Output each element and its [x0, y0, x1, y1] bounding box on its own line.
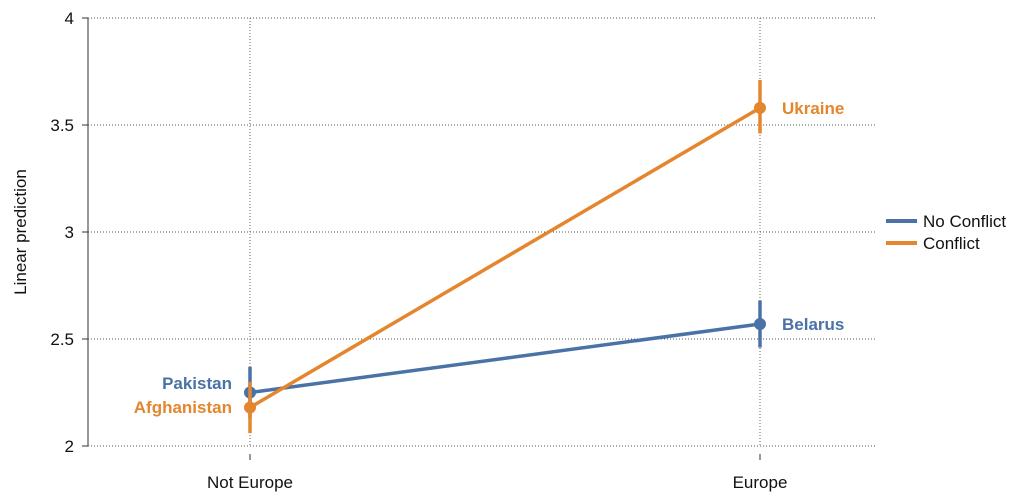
point-label: Ukraine — [782, 99, 844, 118]
axes: 2 2.5 3 3.5 4 Not Europe Europe Linear predicti… — [11, 9, 787, 492]
x-tick-label: Not Europe — [207, 473, 293, 492]
y-tick-label: 2.5 — [50, 330, 74, 349]
y-tick-label: 3.5 — [50, 116, 74, 135]
series-layer: Pakistan Belarus Afghanistan Ukraine — [134, 80, 844, 434]
point-label: Pakistan — [162, 374, 232, 393]
point-label: Afghanistan — [134, 398, 232, 417]
data-point — [754, 318, 766, 331]
series-1 — [244, 80, 766, 434]
series-line — [249, 106, 761, 409]
y-tick-label: 2 — [65, 437, 74, 456]
data-point — [244, 401, 256, 414]
legend-label: No Conflict — [923, 212, 1006, 231]
series-line — [249, 322, 761, 395]
y-axis-title: Linear prediction — [11, 169, 30, 295]
y-tick-label: 3 — [65, 223, 74, 242]
grid-lines — [88, 17, 875, 447]
x-tick-label: Europe — [733, 473, 788, 492]
y-tick-label: 4 — [65, 9, 74, 28]
legend: No Conflict Conflict — [886, 212, 1006, 253]
data-point — [754, 101, 766, 114]
series-0 — [244, 300, 766, 419]
point-label: Belarus — [782, 315, 844, 334]
legend-label: Conflict — [923, 234, 980, 253]
